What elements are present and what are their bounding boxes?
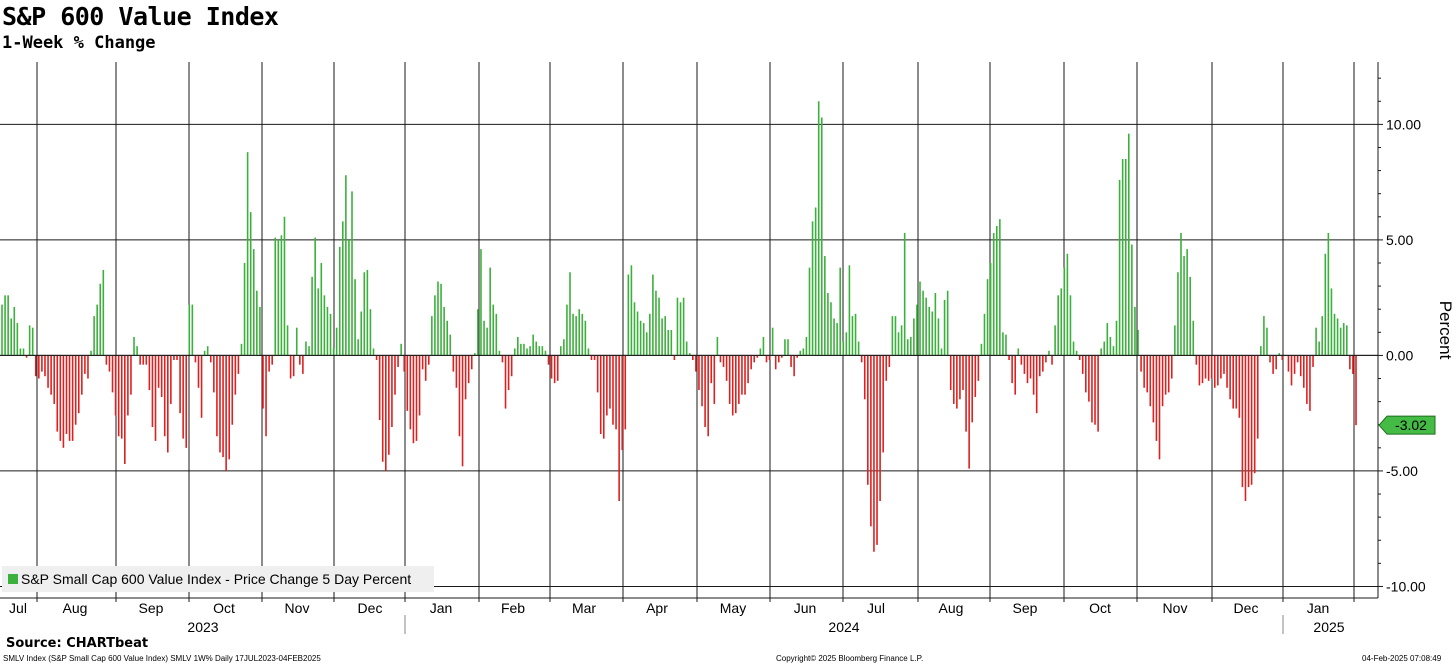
- legend: S&P Small Cap 600 Value Index - Price Ch…: [2, 566, 434, 592]
- y-tick-label: -5.00: [1386, 463, 1418, 479]
- x-tick-label: Dec: [358, 600, 383, 616]
- y-tick-label: 5.00: [1386, 232, 1413, 248]
- last-value-tag: -3.02: [1378, 415, 1436, 435]
- x-tick-label: Jul: [9, 600, 27, 616]
- year-label: 2025: [1313, 619, 1344, 635]
- vertical-gridlines: [36, 62, 1355, 598]
- x-tick-label: Aug: [63, 600, 88, 616]
- footer-copyright: Copyright© 2025 Bloomberg Finance L.P.: [776, 654, 924, 663]
- x-tick-label: Jun: [794, 600, 817, 616]
- legend-swatch-green: [8, 574, 18, 584]
- chart-subtitle: 1-Week % Change: [2, 33, 156, 53]
- x-axis: Jul Aug Sep Oct Nov Dec Jan Feb Mar Apr May Jun Jul A…: [0, 597, 1378, 635]
- year-label: 2024: [828, 619, 859, 635]
- y-axis-label: Percent: [1436, 301, 1455, 360]
- source-note: Source: CHARTbeat: [6, 636, 149, 651]
- last-value-tag-shape: [1378, 415, 1436, 435]
- x-tick-label: Jul: [867, 600, 885, 616]
- x-tick-label: Nov: [1163, 600, 1188, 616]
- x-tick-label: Apr: [646, 600, 668, 616]
- y-tick-label: 10.00: [1386, 116, 1421, 132]
- last-value-label: -3.02: [1395, 417, 1427, 433]
- x-tick-label: Dec: [1234, 600, 1259, 616]
- x-tick-label: Jan: [1307, 600, 1330, 616]
- x-tick-label: Feb: [501, 600, 525, 616]
- x-tick-label: Nov: [285, 600, 310, 616]
- x-tick-label: Mar: [572, 600, 596, 616]
- x-tick-label: Jan: [430, 600, 453, 616]
- y-tick-label: 0.00: [1386, 347, 1413, 363]
- x-tick-label: Sep: [139, 600, 164, 616]
- y-tick-label: -10.00: [1386, 578, 1426, 594]
- legend-label: S&P Small Cap 600 Value Index - Price Ch…: [21, 571, 412, 587]
- x-tick-label: Oct: [213, 600, 235, 616]
- y-axis: 10.00 5.00 0.00 -5.00 -10.00: [1377, 62, 1426, 598]
- x-tick-label: Oct: [1089, 600, 1111, 616]
- x-tick-label: Sep: [1013, 600, 1038, 616]
- chart-title: S&P 600 Value Index: [2, 2, 279, 31]
- footer-timestamp: 04-Feb-2025 07:08:49: [1362, 654, 1442, 663]
- year-label: 2023: [187, 619, 218, 635]
- bar-series: [1, 101, 1357, 552]
- x-tick-label: May: [720, 600, 746, 616]
- x-tick-label: Aug: [939, 600, 964, 616]
- footer-ticker-info: SMLV Index (S&P Small Cap 600 Value Inde…: [3, 654, 321, 663]
